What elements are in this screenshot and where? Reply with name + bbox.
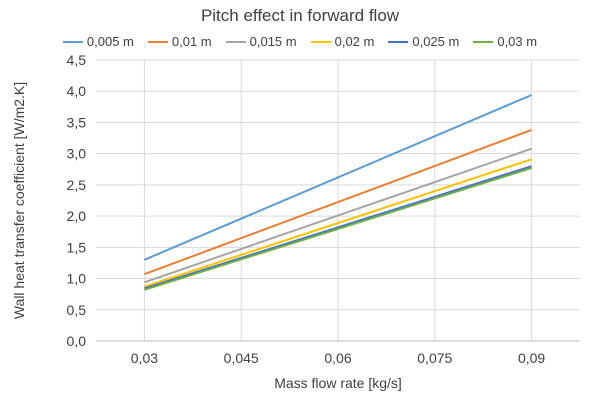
legend-swatch [225,40,246,43]
y-tick-label: 1,5 [67,239,87,255]
legend-label: 0,01 m [171,34,212,49]
y-tick-label: 0,5 [67,302,87,318]
legend-swatch [62,40,83,43]
y-tick-label: 3,5 [67,114,87,130]
y-tick-label: 1,0 [67,271,87,287]
legend-item: 0,025 m [388,34,459,49]
y-tick-label: 4,0 [67,83,87,99]
legend-item: 0,015 m [225,34,297,49]
legend-label: 0,005 m [86,34,134,49]
y-tick-label: 0,0 [67,333,87,349]
x-tick-label: 0,045 [224,350,259,366]
x-tick-label: 0,075 [417,350,452,366]
legend-swatch [310,40,331,43]
legend-item: 0,005 m [62,34,134,49]
y-axis-title: Wall heat transfer coefficient [W/m2.K] [11,82,27,319]
legend-label: 0,02 m [334,34,375,49]
series-line [144,128,532,276]
series-line [144,147,532,284]
series-line [144,94,532,261]
y-tick-label: 2,0 [67,208,87,224]
y-tick-label: 2,5 [67,177,87,193]
chart-title: Pitch effect in forward flow [200,6,400,25]
legend-swatch [147,40,168,43]
series-line [144,167,532,291]
x-tick-label: 0,09 [518,350,545,366]
legend-item: 0,01 m [147,34,212,49]
x-tick-label: 0,06 [324,350,351,366]
legend-label: 0,03 m [497,34,538,49]
series-line [144,158,532,288]
legend-label: 0,025 m [412,34,460,49]
series-line [144,165,532,290]
legend-label: 0,015 m [249,34,297,49]
legend: 0,005 m 0,01 m 0,015 m 0,02 m 0,025 m 0,03 m [0,34,600,49]
legend-swatch [473,40,494,43]
x-tick-label: 0,03 [131,350,158,366]
x-axis-title: Mass flow rate [kg/s] [274,375,402,391]
legend-swatch [388,40,409,43]
legend-item: 0,03 m [473,34,537,49]
y-tick-label: 4,5 [67,52,87,68]
legend-item: 0,02 m [310,34,375,49]
y-tick-label: 3,0 [67,146,87,162]
